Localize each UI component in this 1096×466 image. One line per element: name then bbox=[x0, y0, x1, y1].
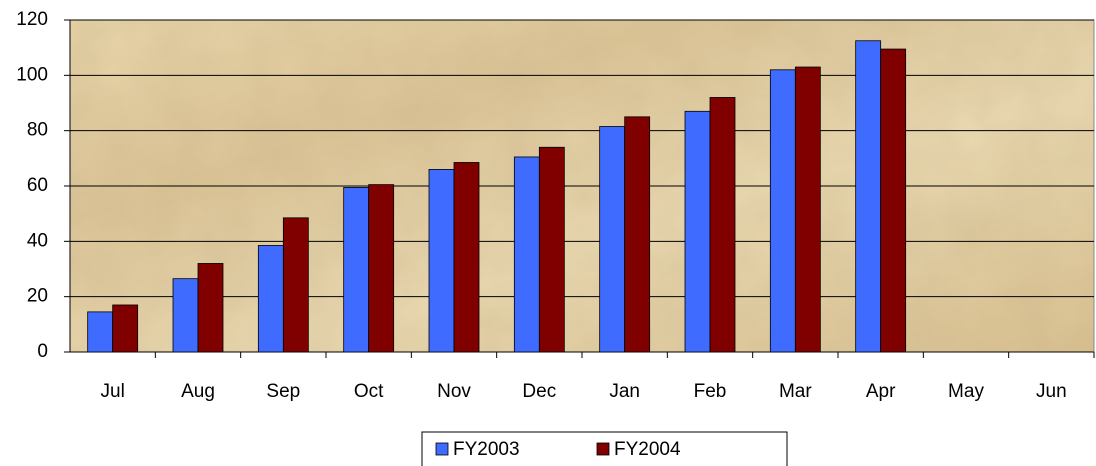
x-tick-label: Oct bbox=[354, 381, 384, 402]
x-tick-label: May bbox=[948, 381, 984, 402]
y-tick-label: 20 bbox=[27, 286, 48, 307]
bar bbox=[538, 146, 565, 353]
y-tick-label: 60 bbox=[27, 175, 48, 196]
bar bbox=[112, 304, 139, 353]
bar bbox=[87, 311, 114, 353]
bar bbox=[368, 184, 395, 353]
x-tick-label: Jan bbox=[609, 381, 640, 402]
legend-swatch bbox=[596, 442, 610, 456]
bar bbox=[794, 66, 821, 353]
y-tick-label: 120 bbox=[16, 9, 48, 30]
bar bbox=[624, 116, 651, 353]
bar bbox=[257, 245, 284, 353]
bar bbox=[197, 263, 224, 353]
x-tick-label: Feb bbox=[694, 381, 727, 402]
bar bbox=[880, 48, 907, 353]
y-tick-label: 80 bbox=[27, 120, 48, 141]
bar bbox=[855, 40, 882, 353]
x-tick-label: Apr bbox=[866, 381, 896, 402]
x-tick-label: Dec bbox=[522, 381, 556, 402]
x-tick-label: Sep bbox=[266, 381, 300, 402]
bar bbox=[172, 278, 199, 353]
legend-label: FY2004 bbox=[614, 439, 681, 460]
bar bbox=[709, 97, 736, 353]
x-tick-label: Aug bbox=[181, 381, 215, 402]
bar bbox=[343, 186, 370, 353]
x-tick-label: Nov bbox=[437, 381, 471, 402]
legend-label: FY2003 bbox=[453, 439, 520, 460]
bar bbox=[453, 162, 480, 353]
x-tick-label: Jun bbox=[1036, 381, 1067, 402]
legend-swatch bbox=[435, 442, 449, 456]
bar bbox=[599, 126, 626, 353]
y-tick-label: 40 bbox=[27, 230, 48, 251]
bar bbox=[769, 69, 796, 353]
bar bbox=[513, 156, 540, 353]
x-tick-label: Jul bbox=[101, 381, 125, 402]
x-tick-label: Mar bbox=[779, 381, 812, 402]
y-tick-label: 0 bbox=[37, 341, 48, 362]
bar bbox=[428, 168, 455, 353]
bar bbox=[684, 110, 711, 353]
bar bbox=[282, 217, 309, 353]
y-tick-label: 100 bbox=[16, 64, 48, 85]
